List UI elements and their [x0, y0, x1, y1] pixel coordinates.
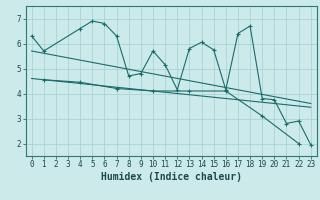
X-axis label: Humidex (Indice chaleur): Humidex (Indice chaleur) [101, 172, 242, 182]
